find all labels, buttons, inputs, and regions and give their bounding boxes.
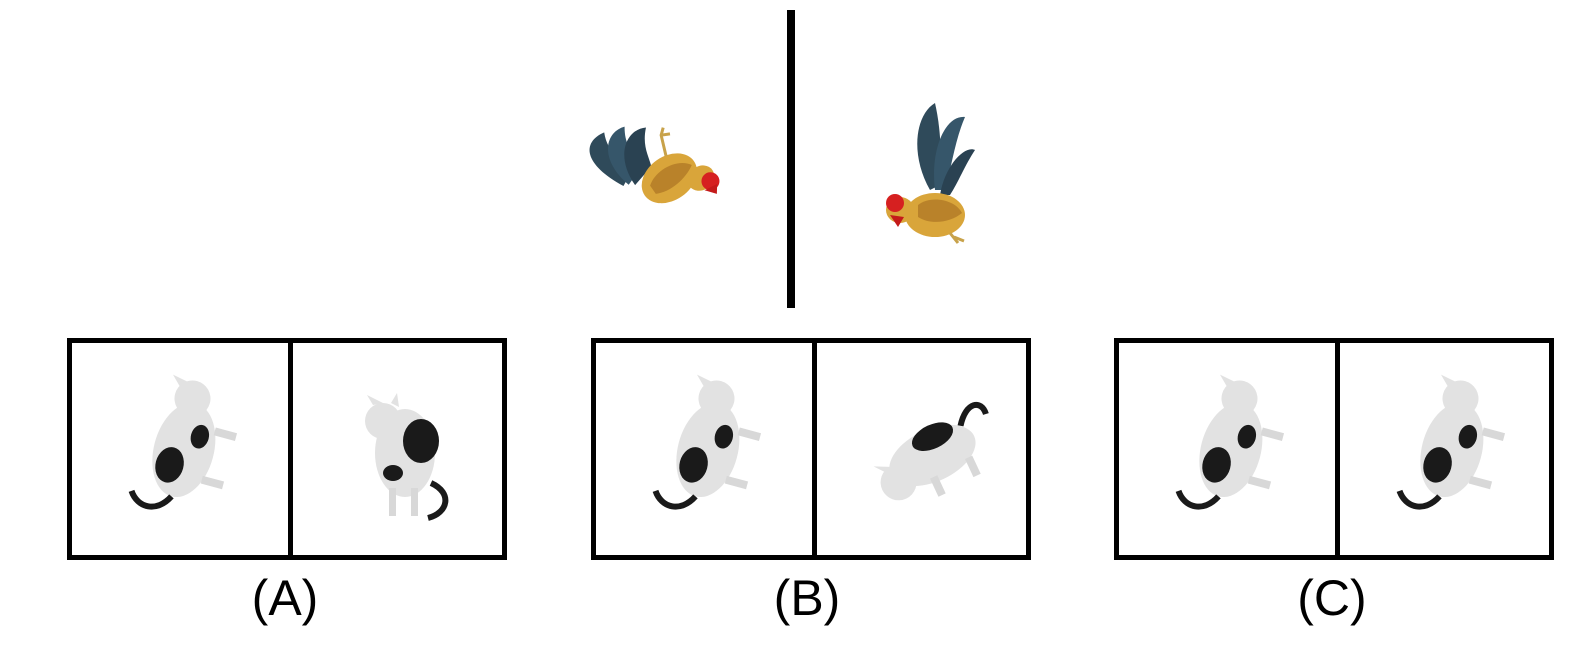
rooster-icon bbox=[589, 126, 720, 204]
cat-icon bbox=[873, 401, 989, 501]
cat-icon bbox=[652, 374, 762, 510]
option-c-left-cell bbox=[1119, 343, 1335, 555]
option-c-box[interactable] bbox=[1114, 338, 1554, 560]
option-c-right-cell bbox=[1340, 343, 1556, 555]
cat-icon bbox=[1396, 374, 1506, 510]
option-b-divider bbox=[812, 343, 817, 555]
option-b-right-cell bbox=[817, 343, 1033, 555]
option-a-left-cell bbox=[72, 343, 288, 555]
center-divider bbox=[787, 10, 795, 308]
reference-left-rooster bbox=[580, 95, 730, 245]
option-b-left-cell bbox=[596, 343, 812, 555]
cat-icon bbox=[1175, 374, 1285, 510]
option-a-divider bbox=[288, 343, 293, 555]
option-b-label: (B) bbox=[773, 570, 841, 626]
option-a-label: (A) bbox=[251, 570, 319, 626]
option-b-box[interactable] bbox=[591, 338, 1031, 560]
rooster-icon bbox=[886, 103, 975, 244]
reference-right-rooster bbox=[870, 95, 990, 250]
cat-icon bbox=[128, 374, 238, 510]
option-a-box[interactable] bbox=[67, 338, 507, 560]
option-c-divider bbox=[1335, 343, 1340, 555]
option-a-right-cell bbox=[293, 343, 509, 555]
cat-icon bbox=[365, 393, 449, 521]
option-c-label: (C) bbox=[1297, 570, 1367, 626]
